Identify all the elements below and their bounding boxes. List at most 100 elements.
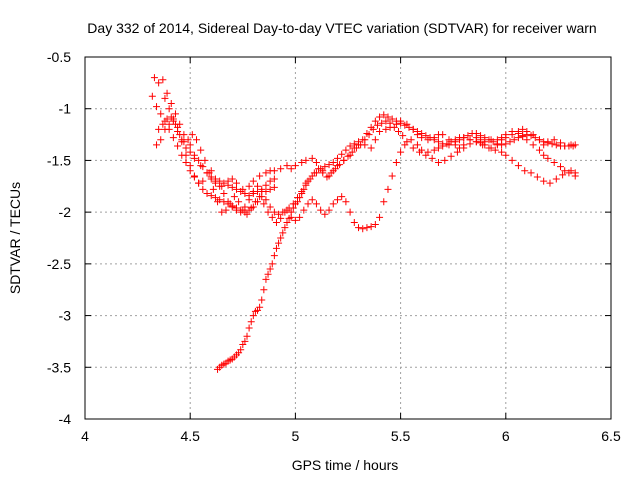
data-point-track-b	[317, 206, 325, 214]
data-point-track-b	[333, 196, 341, 204]
data-point-track-f	[262, 181, 270, 189]
data-point-track-a	[171, 110, 179, 118]
data-point-track-c	[428, 154, 436, 162]
data-point-track-c	[171, 120, 179, 128]
data-point-track-f	[169, 115, 177, 123]
data-point-track-a	[382, 125, 390, 133]
data-point-track-d	[380, 111, 388, 119]
x-tick-label: 4.5	[180, 428, 200, 444]
data-point-track-a	[308, 154, 316, 162]
data-point-track-b	[561, 167, 569, 175]
data-point-track-c	[485, 144, 493, 152]
data-point-track-d	[304, 177, 312, 185]
data-point-track-c	[327, 169, 335, 177]
data-point-track-d	[510, 136, 518, 144]
data-point-track-c	[502, 151, 510, 159]
data-point-track-d	[401, 121, 409, 129]
data-point-track-b	[392, 158, 400, 166]
data-point-track-e	[199, 185, 207, 193]
data-point-track-d	[243, 332, 251, 340]
data-point-track-c	[331, 165, 339, 173]
data-point-track-b	[325, 206, 333, 214]
data-point-track-b	[363, 224, 371, 232]
data-point-track-b	[550, 158, 558, 166]
data-point-track-d	[272, 244, 280, 252]
y-tick-labels: -4 -3.5 -3 -2.5 -2 -1.5 -1 -0.5	[47, 49, 71, 427]
data-point-track-b	[321, 210, 329, 218]
data-point-track-d	[289, 204, 297, 212]
data-point-track-b	[153, 141, 161, 149]
data-point-track-b	[430, 146, 438, 154]
data-point-track-d	[527, 132, 535, 140]
data-point-track-d	[481, 134, 489, 142]
data-point-track-f	[270, 175, 278, 183]
data-points	[148, 74, 579, 373]
y-tick-label: -1.5	[47, 152, 71, 168]
data-point-track-b	[359, 225, 367, 233]
data-point-track-b	[338, 193, 346, 201]
data-point-track-f	[216, 177, 224, 185]
data-point-track-a	[232, 179, 240, 187]
data-point-track-c	[521, 167, 529, 175]
data-point-track-e	[174, 142, 182, 150]
data-point-track-d	[266, 265, 274, 273]
data-point-track-d	[258, 296, 266, 304]
data-point-track-c	[272, 218, 280, 226]
data-point-track-d	[329, 158, 337, 166]
data-point-track-a	[155, 79, 163, 87]
data-point-track-b	[262, 196, 270, 204]
data-point-track-b	[266, 203, 274, 211]
data-point-track-e	[224, 200, 232, 208]
data-point-track-c	[447, 152, 455, 160]
x-tick-label: 5.5	[391, 428, 411, 444]
data-point-track-a	[163, 89, 171, 97]
data-point-track-c	[344, 152, 352, 160]
data-point-track-b	[413, 141, 421, 149]
data-point-track-d	[249, 312, 257, 320]
data-point-track-d	[279, 229, 287, 237]
data-point-track-c	[386, 119, 394, 127]
data-point-track-c	[479, 141, 487, 149]
data-point-track-c	[466, 140, 474, 148]
data-point-track-d	[350, 140, 358, 148]
data-point-track-e	[178, 151, 186, 159]
data-point-track-a	[167, 100, 175, 108]
data-point-track-d	[388, 115, 396, 123]
data-point-track-d	[464, 132, 472, 140]
data-point-track-c	[390, 123, 398, 131]
data-point-track-d	[237, 346, 245, 354]
data-point-track-c	[264, 208, 272, 216]
data-point-track-f	[174, 127, 182, 135]
data-point-track-c	[230, 193, 238, 201]
data-point-track-c	[373, 121, 381, 129]
data-point-track-a	[245, 182, 253, 190]
data-point-track-e	[258, 193, 266, 201]
data-point-track-d	[430, 136, 438, 144]
data-point-track-f	[245, 192, 253, 200]
data-point-track-c	[472, 138, 480, 146]
data-point-track-d	[447, 138, 455, 146]
data-point-track-c	[323, 173, 331, 181]
data-point-track-b	[199, 177, 207, 185]
data-point-track-d	[247, 318, 255, 326]
data-point-track-a	[159, 76, 167, 84]
data-point-track-a	[302, 156, 310, 164]
data-point-track-e	[203, 190, 211, 198]
data-point-track-c	[209, 185, 217, 193]
data-point-track-e	[237, 206, 245, 214]
data-point-track-a	[312, 158, 320, 166]
data-point-track-f	[249, 190, 257, 198]
data-point-track-c	[218, 208, 226, 216]
x-tick-label: 6.5	[601, 428, 621, 444]
data-point-track-c	[340, 156, 348, 164]
data-point-track-c	[571, 172, 579, 180]
data-point-track-d	[359, 136, 367, 144]
data-point-track-a	[186, 141, 194, 149]
data-point-track-b	[535, 146, 543, 154]
data-point-track-a	[439, 131, 447, 139]
data-point-track-d	[506, 138, 514, 146]
data-point-track-c	[268, 213, 276, 221]
data-point-track-e	[254, 198, 262, 206]
data-point-track-d	[477, 132, 485, 140]
